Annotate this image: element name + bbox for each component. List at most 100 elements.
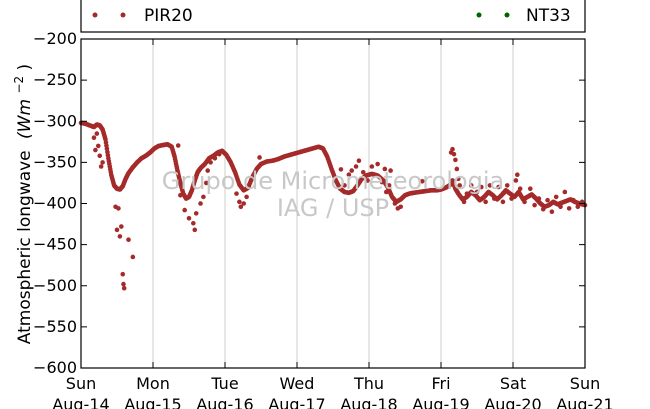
data-point: [192, 227, 198, 233]
plot-area: [81, 39, 585, 368]
y-tick-label: −450: [33, 235, 77, 254]
y-tick-label: −600: [33, 358, 77, 377]
data-point: [558, 204, 563, 210]
y-tick-label: −500: [33, 276, 77, 295]
x-tick-day-label: Thu: [353, 374, 384, 393]
data-point: [360, 169, 366, 175]
data-point: [130, 254, 136, 260]
data-point: [379, 179, 385, 185]
data-point: [100, 160, 105, 165]
y-axis-title-unit: (Wm: [15, 99, 35, 139]
x-tick-day-label: Tue: [210, 374, 238, 393]
legend: PIR20 NT33: [80, 0, 586, 33]
watermark-line-1: Grupo de Micrometeorologia: [162, 167, 504, 195]
data-point: [383, 189, 389, 195]
data-point: [388, 168, 393, 173]
data-point: [509, 196, 514, 201]
data-point: [468, 183, 474, 188]
data-point: [527, 186, 533, 191]
data-point: [571, 197, 576, 203]
data-point: [201, 194, 206, 200]
y-axis-title-exp: −2: [12, 76, 26, 94]
y-tick-label: −550: [33, 317, 77, 336]
data-point: [382, 166, 388, 172]
data-point: [241, 201, 247, 206]
data-point: [553, 194, 559, 200]
data-point: [121, 281, 126, 287]
data-point: [234, 191, 239, 196]
data-point: [117, 234, 123, 239]
legend-label-nt33: NT33: [526, 6, 571, 26]
data-point: [549, 209, 555, 215]
data-point: [114, 227, 120, 233]
data-point: [474, 189, 480, 195]
data-point: [491, 196, 497, 201]
data-point: [119, 224, 124, 229]
data-point: [198, 201, 203, 206]
y-tick-label: −300: [33, 111, 77, 130]
data-point: [94, 131, 100, 136]
x-tick-date-label: Aug-19: [412, 395, 469, 409]
data-point: [504, 183, 510, 188]
data-point: [453, 157, 458, 163]
y-axis-title-main: Atmospheric longwave: [15, 150, 35, 344]
data-point: [522, 199, 527, 205]
data-point: [338, 167, 344, 172]
data-point: [483, 199, 488, 205]
data-point: [454, 166, 460, 172]
data-point: [353, 164, 359, 169]
data-point: [461, 199, 467, 205]
data-point: [513, 178, 519, 183]
data-point: [386, 183, 392, 188]
data-point: [487, 183, 493, 188]
data-point: [237, 199, 242, 205]
data-point: [244, 194, 249, 200]
x-tick-day-label: Sat: [500, 374, 526, 393]
data-point: [178, 192, 183, 198]
data-point: [257, 155, 262, 160]
x-tick-date-label: Aug-18: [340, 395, 397, 409]
y-axis-title: Atmospheric longwave (Wm −2 ): [8, 64, 35, 344]
data-point: [349, 168, 355, 173]
y-tick-label: −250: [33, 70, 77, 89]
data-point: [212, 155, 218, 161]
x-tick-day-label: Mon: [136, 374, 170, 393]
x-tick-day-label: Fri: [431, 374, 450, 393]
data-point: [392, 201, 398, 206]
data-point: [97, 153, 103, 159]
data-point: [186, 216, 192, 221]
data-point: [375, 161, 380, 167]
data-point: [517, 186, 523, 191]
data-point: [562, 189, 568, 195]
data-point: [356, 158, 362, 164]
data-point: [116, 206, 121, 211]
data-point: [208, 160, 213, 165]
data-point: [536, 196, 542, 201]
data-point: [120, 271, 126, 277]
x-tick-date-label: Aug-17: [268, 395, 325, 409]
data-point: [532, 202, 537, 208]
data-point: [448, 150, 454, 155]
data-point: [205, 168, 211, 173]
data-point: [540, 206, 546, 212]
legend-marker-nt33-a: [476, 12, 482, 18]
data-point: [455, 176, 461, 182]
data-point: [91, 135, 97, 140]
data-point: [501, 190, 506, 196]
x-tick-day-label: Wed: [280, 374, 315, 393]
x-tick-date-label: Aug-16: [196, 395, 253, 409]
y-tick-label: −200: [33, 29, 77, 48]
data-point: [95, 143, 101, 149]
data-point: [457, 183, 463, 188]
data-point: [191, 220, 196, 226]
x-tick-date-label: Aug-20: [484, 395, 541, 409]
data-point: [464, 191, 470, 196]
data-point: [369, 164, 375, 169]
legend-frame: [80, 0, 586, 33]
data-point: [342, 183, 347, 188]
x-tick-day-label: Sun: [66, 374, 96, 393]
x-tick-day-label: Sun: [570, 374, 600, 393]
data-point: [126, 237, 131, 242]
y-axis-title-close: ): [15, 64, 35, 71]
